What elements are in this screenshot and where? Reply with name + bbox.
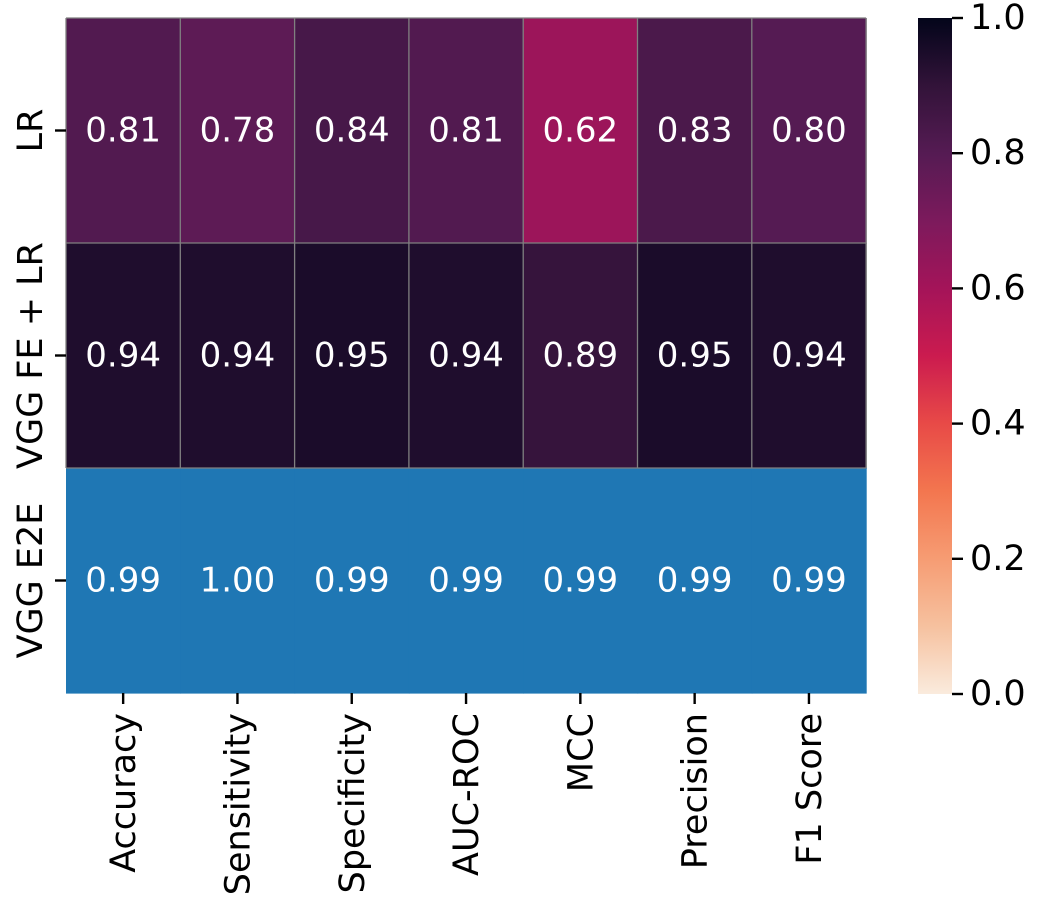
y-tick-label: VGG FE + LR (11, 242, 51, 469)
cell-value-label: 0.99 (771, 561, 847, 601)
cell-value-label: 0.81 (85, 111, 161, 151)
colorbar-tick-label: 0.4 (970, 404, 1026, 444)
cell-value-label: 0.78 (200, 111, 276, 151)
x-tick-label: Specificity (333, 713, 373, 893)
heatmap-cell (523, 18, 639, 244)
cell-value-label: 0.99 (657, 561, 733, 601)
heatmap-cell (751, 18, 867, 244)
heatmap-cell (180, 18, 296, 244)
cell-value-label: 0.95 (657, 336, 733, 376)
heatmap-cell (294, 18, 410, 244)
cell-value-label: 0.84 (314, 111, 390, 151)
colorbar-tick-label: 0.8 (970, 133, 1026, 173)
x-tick-label: F1 Score (790, 713, 830, 865)
heatmap-cell (637, 468, 753, 694)
colorbar-tick-label: 0.6 (970, 268, 1026, 308)
heatmap-cell (294, 468, 410, 694)
x-tick-label: Precision (676, 713, 716, 869)
cell-value-label: 0.80 (771, 111, 847, 151)
colorbar-tick-label: 0.2 (970, 539, 1026, 579)
heatmap-cell (751, 243, 867, 469)
x-tick-label: MCC (561, 713, 601, 792)
cell-value-label: 0.62 (542, 111, 618, 151)
x-tick-label: AUC-ROC (447, 713, 487, 876)
heatmap-cell (408, 243, 524, 469)
heatmap-cell (66, 243, 181, 469)
heatmap-cell-labels: 0.81 0.78 0.84 0.81 0.62 0.83 0.80 0.94 0.94 0.95… (85, 111, 847, 601)
colorbar-tick-label: 0.0 (970, 674, 1026, 714)
heatmap-cells (66, 18, 867, 694)
heatmap-cell (294, 243, 410, 469)
cell-value-label: 0.95 (314, 336, 390, 376)
colorbar-gradient-bar (918, 18, 952, 694)
heatmap-cell (66, 18, 181, 244)
heatmap-cell (180, 468, 296, 694)
y-axis: LR VGG FE + LR VGG E2E (11, 109, 66, 659)
x-tick-label: Sensitivity (218, 713, 258, 895)
x-axis: Accuracy Sensitivity Specificity AUC-ROC MCC… (104, 693, 830, 895)
y-tick-label: VGG E2E (11, 503, 51, 659)
colorbar-tick-label: 1.0 (970, 0, 1026, 38)
cell-value-label: 0.94 (85, 336, 161, 376)
y-tick-label: LR (11, 109, 51, 153)
heatmap-cell (523, 468, 639, 694)
cell-value-label: 0.89 (542, 336, 618, 376)
cell-value-label: 0.94 (200, 336, 276, 376)
cell-value-label: 0.99 (85, 561, 161, 601)
heatmap-cell (523, 243, 639, 469)
cell-value-label: 0.94 (771, 336, 847, 376)
heatmap-cell (637, 243, 753, 469)
cell-value-label: 0.83 (657, 111, 733, 151)
heatmap-cell (751, 468, 867, 694)
heatmap-grid (65, 17, 867, 469)
heatmap-cell (637, 18, 753, 244)
cell-value-label: 0.81 (428, 111, 504, 151)
x-tick-label: Accuracy (104, 713, 144, 873)
cell-value-label: 1.00 (200, 561, 276, 601)
cell-value-label: 0.99 (542, 561, 618, 601)
cell-value-label: 0.94 (428, 336, 504, 376)
cell-value-label: 0.99 (428, 561, 504, 601)
heatmap-cell (408, 468, 524, 694)
colorbar: 0.0 0.2 0.4 0.6 0.8 1.0 (918, 0, 1026, 714)
cell-value-label: 0.99 (314, 561, 390, 601)
heatmap-cell (180, 243, 296, 469)
heatmap-cell (66, 468, 181, 694)
heatmap-cell (408, 18, 524, 244)
